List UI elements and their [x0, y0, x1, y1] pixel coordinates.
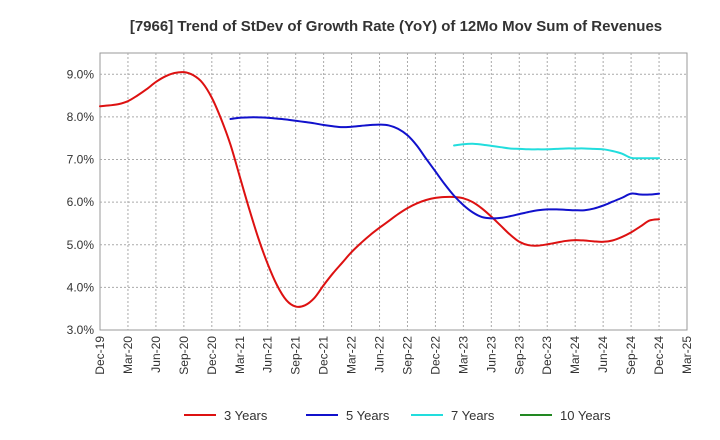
x-tick-label: Sep-24 — [624, 336, 638, 375]
x-tick-label: Dec-24 — [652, 336, 666, 375]
x-tick-label: Dec-23 — [540, 336, 554, 375]
series-line-3-years — [99, 71, 661, 308]
x-tick-label: Mar-24 — [568, 336, 582, 374]
series-line-5-years — [229, 116, 661, 220]
x-tick-label: Mar-25 — [680, 336, 694, 374]
x-tick-label: Dec-19 — [93, 336, 107, 375]
x-tick-label: Mar-22 — [345, 336, 359, 374]
x-tick-label: Jun-20 — [149, 336, 163, 373]
y-tick-label: 3.0% — [67, 323, 95, 337]
y-tick-label: 7.0% — [67, 153, 95, 167]
legend-label-5-years: 5 Years — [346, 408, 390, 423]
x-tick-label: Sep-21 — [289, 336, 303, 375]
x-tick-label: Sep-20 — [177, 336, 191, 375]
x-tick-label: Jun-22 — [373, 336, 387, 373]
grid-layer — [99, 52, 688, 331]
x-tick-label: Dec-22 — [428, 336, 442, 375]
x-tick-label: Dec-21 — [317, 336, 331, 375]
x-tick-label: Jun-23 — [484, 336, 498, 373]
x-tick-label: Mar-21 — [233, 336, 247, 374]
chart-title: [7966] Trend of StDev of Growth Rate (Yo… — [130, 18, 662, 35]
x-tick-label: Mar-20 — [121, 336, 135, 374]
y-tick-label: 9.0% — [67, 67, 95, 81]
y-tick-label: 5.0% — [67, 238, 95, 252]
x-tick-label: Jun-21 — [261, 336, 275, 373]
legend-label-10-years: 10 Years — [560, 408, 611, 423]
plot-frame — [99, 52, 688, 331]
x-tick-label: Sep-22 — [400, 336, 414, 375]
x-tick-label: Sep-23 — [512, 336, 526, 375]
axis-layer: 3.0% 4.0% 5.0% 6.0% 7.0% 8.0% 9.0% Dec-19 Mar-20… — [67, 67, 694, 374]
x-tick-label: Jun-24 — [596, 336, 610, 373]
series-layer — [99, 71, 661, 308]
legend-label-7-years: 7 Years — [451, 408, 495, 423]
series-line-7-years — [453, 142, 661, 160]
legend-label-3-years: 3 Years — [224, 408, 268, 423]
legend: 3 Years 5 Years 7 Years 10 Years — [184, 408, 611, 423]
y-tick-label: 4.0% — [67, 280, 95, 294]
y-tick-label: 8.0% — [67, 110, 95, 124]
x-tick-label: Mar-23 — [456, 336, 470, 374]
y-tick-label: 6.0% — [67, 195, 95, 209]
x-tick-label: Dec-20 — [205, 336, 219, 375]
